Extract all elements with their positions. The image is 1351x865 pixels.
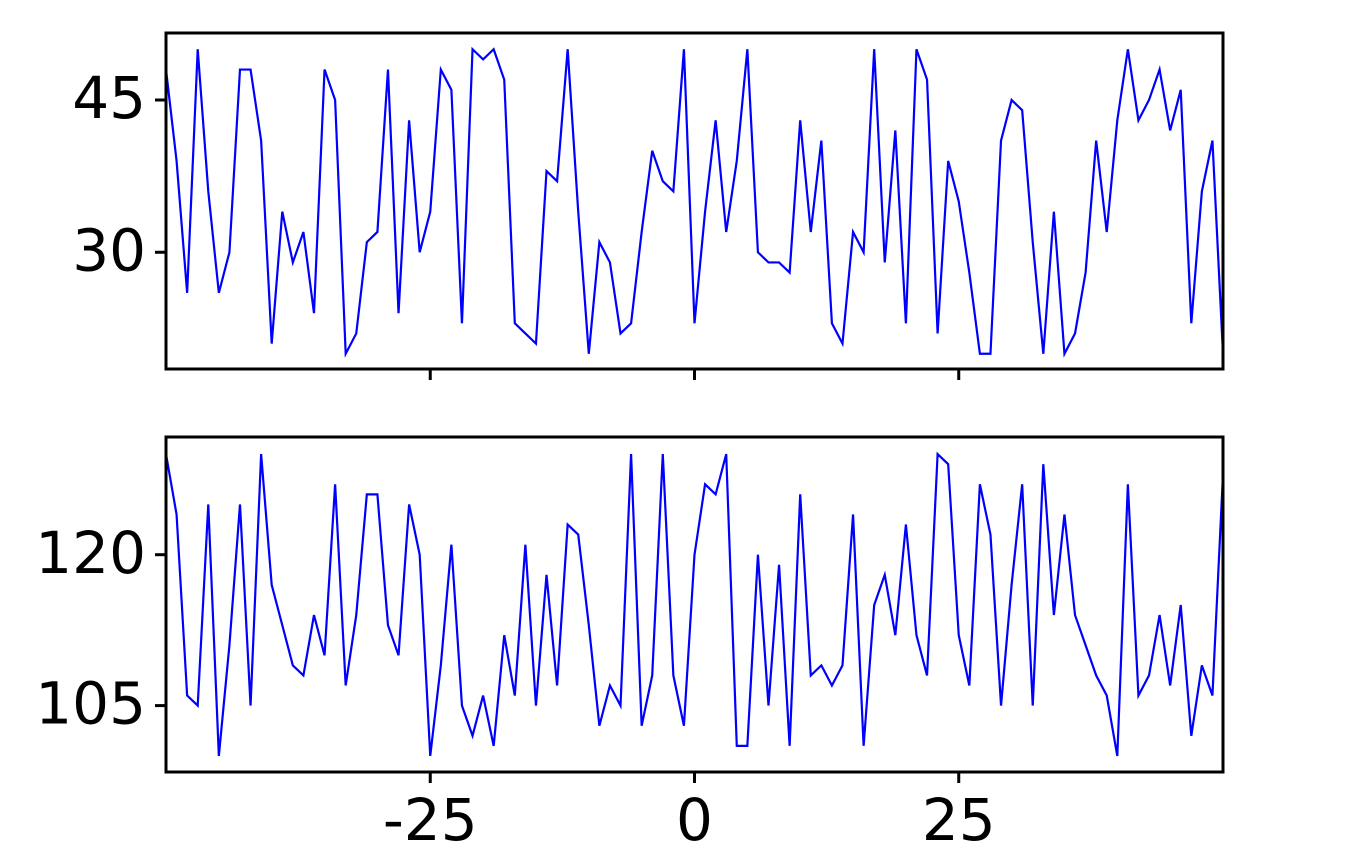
y-tick-label: 30 <box>72 216 146 284</box>
y-tick-label: 120 <box>35 519 146 587</box>
x-tick-label: 0 <box>676 786 713 854</box>
axes-frame <box>164 435 1225 774</box>
y-tick-label: 105 <box>35 670 146 738</box>
x-tick-label: -25 <box>383 786 478 854</box>
data-line <box>164 451 1225 757</box>
data-line <box>164 46 1225 358</box>
x-tick-label: 25 <box>922 786 996 854</box>
axes-frame <box>164 31 1225 371</box>
y-tick-label: 45 <box>72 64 146 132</box>
